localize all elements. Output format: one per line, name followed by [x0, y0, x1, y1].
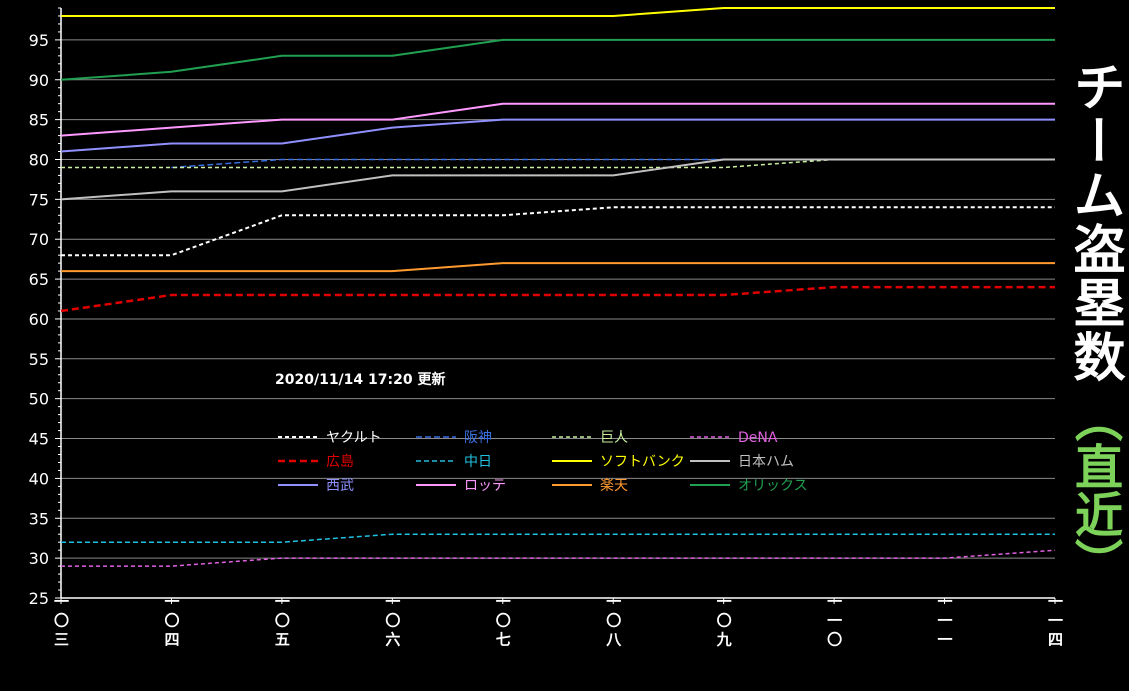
legend-label: 日本ハム	[738, 454, 794, 470]
series-line-ロッテ	[60, 102, 1055, 137]
y-tick-label: 90	[29, 71, 49, 90]
title-main: チーム盗塁数	[1064, 60, 1124, 384]
y-tick-label: 55	[29, 350, 49, 369]
series-line-楽天	[61, 262, 1055, 273]
x-tick-label: 一一一	[936, 594, 954, 651]
legend-label: 楽天	[600, 478, 628, 494]
series-line-中日	[61, 533, 1055, 543]
legend-label: 中日	[464, 454, 492, 470]
chart-title: チーム盗塁数 （直近）	[1062, 60, 1126, 586]
x-tick-label: 一一四	[1046, 594, 1064, 651]
y-tick-labels: 25 30 35 40 45 50 55 60 65 70 75 80 85 90 95	[29, 31, 49, 608]
update-timestamp: 2020/11/14 17:20 更新	[275, 371, 445, 388]
legend-label: 広島	[326, 454, 354, 470]
legend-label: オリックス	[738, 478, 808, 494]
y-tick-label: 75	[29, 190, 49, 209]
legend-label: 西武	[326, 478, 354, 494]
x-tick-label: 一〇八	[604, 594, 622, 651]
x-tick-labels: 一〇三 一〇四 一〇五 一〇六 一〇七 一〇八 一〇九 一一〇 一一一 一一四	[52, 594, 1064, 651]
y-tick-label: 85	[29, 111, 49, 130]
legend-label: ロッテ	[464, 478, 506, 494]
series-line-西武	[60, 118, 1055, 153]
y-tick-label: 45	[29, 430, 49, 449]
y-tick-label: 50	[29, 390, 49, 409]
x-tick-label: 一一〇	[825, 594, 843, 651]
y-tick-label: 95	[29, 31, 49, 50]
y-tick-label: 35	[29, 509, 49, 528]
x-tick-label: 一〇三	[52, 594, 70, 651]
series-lines	[60, 7, 1056, 567]
y-tick-label: 25	[29, 589, 49, 608]
y-tick-label: 60	[29, 310, 49, 329]
series-line-巨人	[61, 158, 1055, 169]
x-tick-label: 一〇九	[715, 594, 733, 651]
x-tick-label: 一〇五	[273, 594, 291, 651]
series-line-阪神	[171, 158, 724, 169]
y-tick-label: 70	[29, 230, 49, 249]
x-tick-label: 一〇六	[383, 594, 401, 651]
legend-label: ヤクルト	[326, 430, 382, 446]
gridlines	[61, 39, 1055, 559]
legend-label: DeNA	[738, 430, 778, 446]
y-tick-label: 80	[29, 150, 49, 169]
series-line-ソフトバンク	[61, 7, 1055, 17]
x-tick-label: 一〇四	[162, 594, 180, 651]
title-sub: （直近）	[1066, 394, 1122, 586]
series-line-ヤクルト	[61, 206, 1055, 257]
axes	[55, 7, 1056, 604]
legend-label: ソフトバンク	[600, 454, 685, 470]
y-tick-label: 30	[29, 549, 49, 568]
series-line-オリックス	[60, 38, 1055, 81]
series-line-広島	[60, 285, 1055, 313]
y-tick-label: 40	[29, 469, 49, 488]
legend-label: 阪神	[464, 430, 492, 446]
series-line-DeNA	[61, 549, 1056, 567]
y-tick-label: 65	[29, 270, 49, 289]
series-line-日本ハム	[60, 158, 1055, 201]
x-tick-label: 一〇七	[494, 594, 512, 651]
legend-label: 巨人	[600, 430, 628, 446]
